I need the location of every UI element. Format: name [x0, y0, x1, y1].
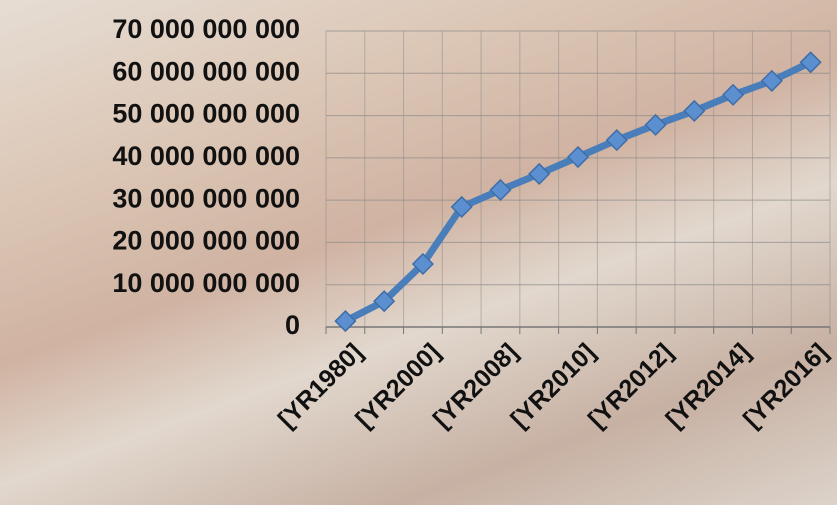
data-point: [644, 113, 667, 136]
y-tick-label: 40 000 000 000: [112, 141, 300, 171]
data-point: [528, 162, 551, 185]
data-point: [683, 99, 706, 122]
data-point: [760, 69, 783, 92]
y-tick-label: 10 000 000 000: [112, 268, 300, 298]
data-point: [722, 83, 745, 106]
data-point: [450, 195, 473, 218]
y-tick-label: 70 000 000 000: [112, 14, 300, 44]
y-tick-label: 0: [285, 310, 300, 340]
data-point: [489, 178, 512, 202]
y-tick-label: 30 000 000 000: [112, 183, 300, 213]
data-point: [799, 51, 822, 74]
data-point: [334, 310, 357, 333]
data-point: [411, 252, 434, 276]
data-point: [373, 290, 396, 313]
data-point: [566, 145, 590, 169]
data-point: [605, 129, 628, 152]
y-tick-label: 60 000 000 000: [112, 56, 300, 86]
y-tick-label: 20 000 000 000: [112, 226, 300, 256]
y-tick-label: 50 000 000 000: [112, 99, 300, 129]
